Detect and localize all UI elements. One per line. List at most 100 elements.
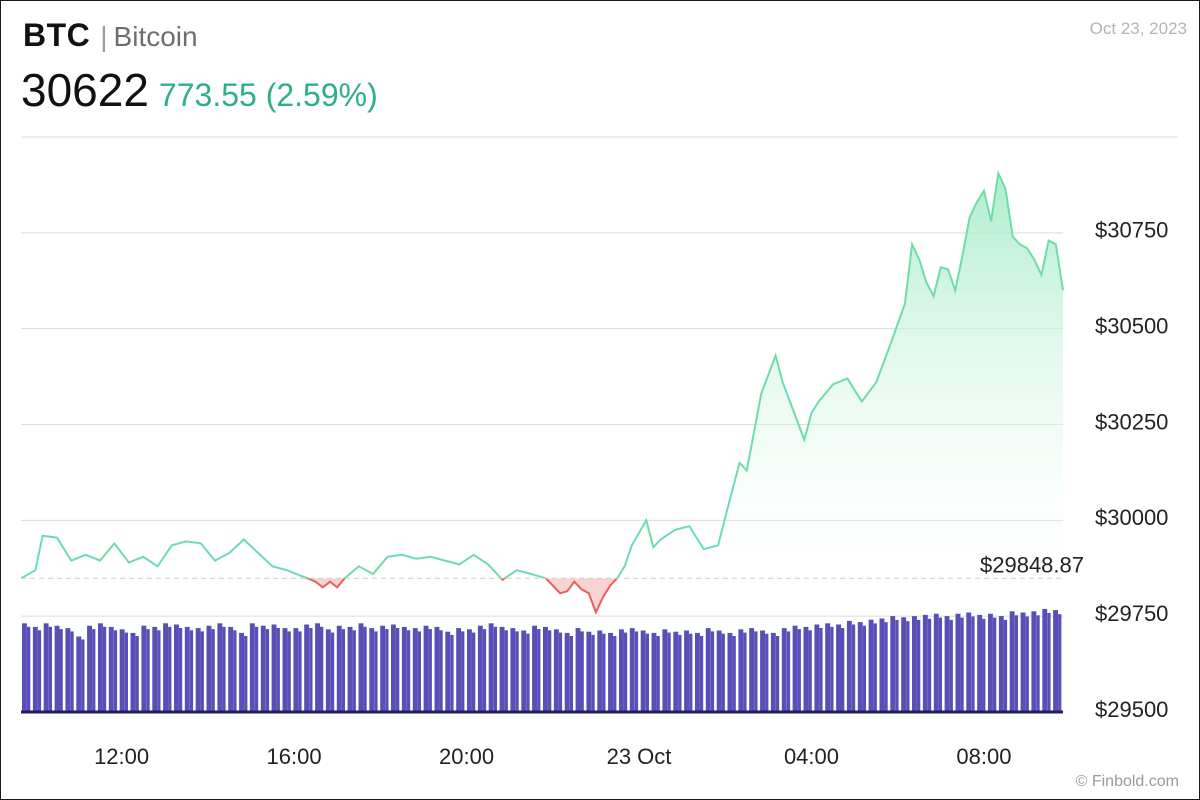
volume-bar [87,625,92,712]
volume-bar [406,630,411,712]
volume-bar [765,633,769,712]
volume-bar [467,629,472,712]
volume-bar [656,636,660,712]
volume-bar [102,626,107,712]
volume-bar [993,617,997,712]
volume-bar [873,623,877,712]
volume-bar [553,629,559,712]
volume-bar [70,631,74,712]
volume-bar [1020,612,1026,712]
price-change: 773.55 (2.59%) [158,77,378,113]
volume-bar [146,629,150,712]
volume-bar [428,629,432,712]
y-tick-label: $30000 [1095,505,1168,530]
volume-bar [608,632,613,712]
volume-bar [781,628,787,712]
volume-bar [249,623,255,712]
volume-bar [282,628,288,712]
volume-bar [884,622,888,712]
volume-bar [423,625,429,712]
volume-bar [124,632,128,712]
volume-bar [944,616,950,712]
volume-bar [1036,615,1040,712]
volume-bar [597,630,603,712]
ticker-symbol: BTC [23,17,91,53]
volume-bar [233,630,237,712]
x-tick-label: 23 Oct [607,744,672,769]
volume-bar [645,633,649,712]
volume-bar [678,634,682,712]
volume-bar [1042,608,1048,712]
volume-bar [955,613,961,712]
volume-bar [65,628,71,712]
volume-bar [695,632,700,712]
volume-bar [27,626,31,712]
volume-bar [222,626,226,712]
volume-bar [569,636,573,712]
current-price: 30622 [21,64,149,116]
volume-bar [548,630,552,712]
y-tick-label: $29750 [1095,601,1168,626]
source-credit: © Finbold.com [1075,773,1179,790]
volume-bar [998,616,1004,712]
volume-bar [200,631,204,712]
volume-bar [521,630,527,712]
volume-bar [699,636,704,712]
volume-bar [510,628,516,712]
volume-bar [456,628,462,712]
volume-bar [276,628,280,712]
volume-bar [927,618,932,712]
volume-bar [163,623,168,712]
volume-bar [369,628,375,712]
volume-bar [949,619,953,712]
volume-bar [325,629,331,712]
reference-label: $29848.87 [980,552,1084,577]
volume-bar [727,632,733,712]
volume-bar [526,633,530,712]
ticker-heading: BTC | Bitcoin [23,17,198,54]
volume-bar [54,625,60,712]
volume-bar [206,625,212,712]
volume-bar [890,616,896,712]
volume-bar [738,629,744,712]
volume-bar [315,623,320,712]
volume-bar [228,626,234,712]
volume-bar [298,631,302,712]
volume-bar [760,630,765,712]
volume-bar [32,626,38,712]
volume-bar [380,625,386,712]
volume-bar [336,625,342,712]
x-tick-label: 08:00 [956,744,1011,769]
volume-bar [543,626,548,712]
volume-bar [330,632,335,712]
y-tick-label: $30750 [1095,218,1168,243]
volume-bar [851,624,856,712]
volume-bar [705,628,711,712]
volume-bar [895,619,899,712]
volume-bar [168,626,172,712]
volume-bar [982,618,986,712]
volume-bar [814,624,820,712]
volume-bar [37,630,42,712]
volume-bar [363,626,367,712]
volume-bar [119,629,125,712]
volume-bar [184,626,190,712]
volume-bar [575,628,581,712]
volume-bar [130,632,136,712]
volume-bar [971,616,975,712]
volume-bar [879,618,885,712]
price-area [21,173,1063,613]
volume-bar [341,629,345,712]
volume-bar [743,632,747,712]
x-tick-label: 04:00 [784,744,839,769]
volume-bar [391,624,396,712]
volume-bar [347,626,353,712]
volume-bar [450,634,454,712]
volume-bar [684,630,689,712]
volume-bar [396,628,400,712]
y-axis: $29500 $29750 $30000 $30250 $30500 $30750 [1095,218,1168,722]
x-tick-label: 20:00 [439,744,494,769]
volume-bar [108,626,114,712]
volume-bar [287,631,291,712]
